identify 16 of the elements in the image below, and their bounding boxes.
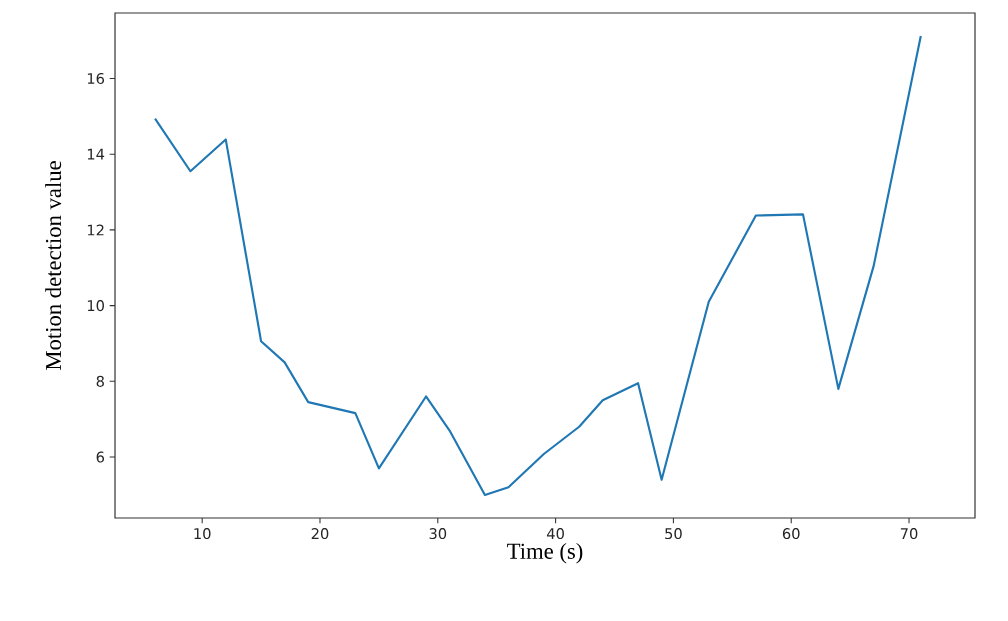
- line-series: [153, 35, 922, 496]
- y-tick-label: 12: [87, 224, 104, 236]
- y-tick-label: 10: [87, 300, 104, 312]
- y-tick-label: 14: [87, 148, 105, 160]
- x-tick-label: 20: [311, 528, 329, 540]
- x-tick-label: 40: [546, 528, 564, 540]
- y-tick-label: 6: [96, 451, 105, 463]
- y-tick-label: 16: [87, 72, 105, 85]
- y-tick-label: 8: [96, 375, 104, 387]
- y-axis-title: Motion detection value: [45, 161, 62, 370]
- x-tick-label: 70: [900, 528, 918, 540]
- x-tick-label: 30: [429, 528, 447, 540]
- x-tick-label: 60: [782, 528, 800, 540]
- x-tick-label: 50: [665, 528, 682, 540]
- x-tick-label: 10: [194, 528, 211, 540]
- x-axis-title: Time (s): [507, 542, 583, 564]
